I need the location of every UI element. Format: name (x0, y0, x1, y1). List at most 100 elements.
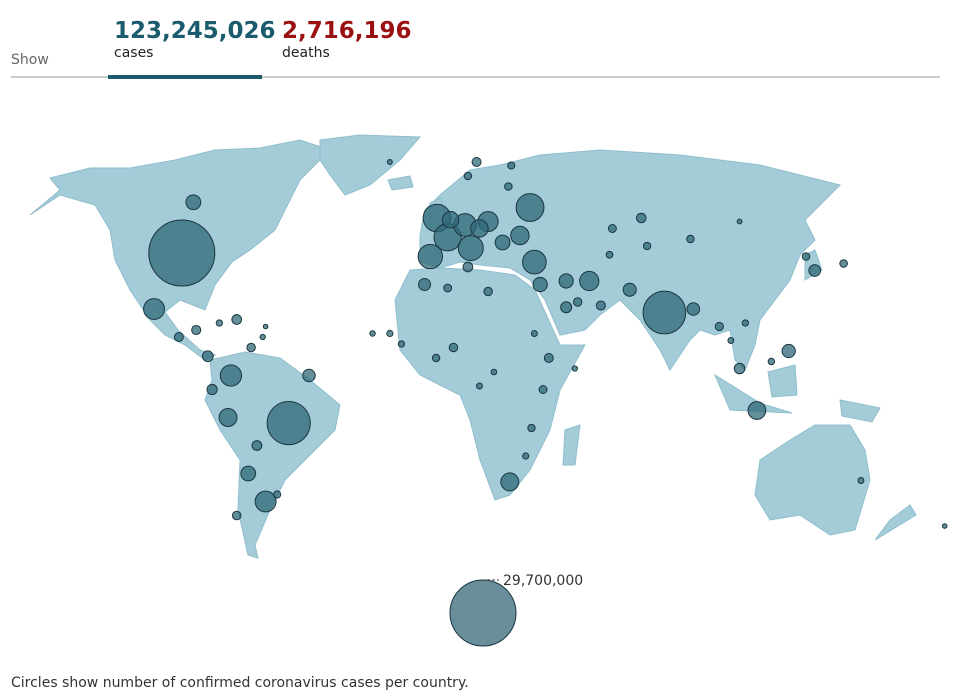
borneo (767, 364, 798, 398)
world-map: 29,700,000 (29, 134, 948, 647)
case-bubble (266, 400, 311, 446)
deaths-label: deaths (282, 45, 330, 61)
new-zealand (874, 504, 917, 541)
case-bubble (397, 340, 406, 348)
case-bubble (579, 270, 600, 292)
case-bubble (418, 278, 432, 291)
case-bubble (560, 301, 573, 314)
case-bubble (839, 259, 848, 268)
iceland (387, 175, 414, 191)
case-bubble (642, 290, 687, 335)
case-bubble (441, 211, 460, 229)
case-bubble (532, 276, 548, 293)
cases-label: cases (114, 45, 154, 61)
case-bubble (219, 364, 243, 387)
case-bubble (302, 368, 316, 383)
case-bubble (254, 490, 277, 513)
case-bubble (736, 218, 743, 225)
case-bubble (215, 319, 223, 327)
case-bubble (607, 224, 617, 233)
case-bubble (471, 157, 482, 167)
case-bubble (530, 330, 538, 337)
case-bubble (240, 465, 257, 482)
new-guinea (839, 399, 881, 423)
case-bubble (490, 368, 498, 376)
case-bubble (191, 324, 202, 336)
case-bubble (857, 477, 865, 484)
case-bubble (369, 330, 376, 337)
case-bubble (801, 252, 811, 261)
case-bubble (231, 510, 242, 521)
case-bubble (714, 321, 724, 332)
case-bubble (686, 302, 701, 316)
case-bubble (185, 194, 202, 211)
case-bubble (941, 523, 948, 529)
footnote: Circles show number of confirmed coronav… (11, 675, 469, 691)
case-bubble (262, 323, 269, 330)
case-bubble (443, 283, 453, 293)
legend: 29,700,000 (449, 573, 583, 647)
australia (754, 424, 871, 536)
case-bubble (733, 362, 746, 375)
legend-label: 29,700,000 (503, 573, 583, 589)
case-bubble (767, 357, 776, 366)
case-bubble (642, 241, 652, 251)
deaths-total: 2,716,196 (282, 18, 412, 44)
cases-tab[interactable]: 123,245,026 cases (114, 18, 276, 61)
case-bubble (781, 343, 796, 359)
case-bubble (558, 273, 574, 289)
case-bubble (507, 161, 516, 170)
legend-bubble (449, 579, 517, 647)
case-bubble (595, 300, 606, 311)
case-bubble (457, 235, 484, 262)
case-bubble (605, 250, 614, 259)
case-bubble (571, 365, 578, 372)
case-bubble (246, 342, 256, 353)
case-bubble (510, 225, 530, 246)
case-bubble (476, 382, 483, 390)
madagascar (562, 424, 581, 466)
cases-total: 123,245,026 (114, 18, 276, 44)
case-bubble (527, 423, 536, 433)
case-bubble (500, 472, 520, 492)
case-bubble (483, 286, 493, 297)
case-bubble (143, 298, 165, 320)
case-bubble (622, 282, 637, 297)
case-bubble (386, 159, 393, 165)
selected-indicator (108, 75, 262, 79)
case-bubble (463, 171, 473, 181)
africa (394, 267, 586, 501)
case-bubble (218, 408, 238, 427)
case-bubble (251, 440, 263, 451)
case-bubble (206, 383, 218, 396)
case-bubble (515, 193, 545, 222)
tabs-label: Show (11, 52, 49, 68)
case-bubble (522, 452, 530, 460)
case-bubble (231, 314, 243, 325)
case-bubble (386, 329, 394, 338)
case-bubble (173, 332, 184, 342)
sumatra-java (713, 373, 793, 414)
deaths-tab[interactable]: 2,716,196 deaths (282, 18, 412, 61)
greenland (319, 134, 422, 196)
case-bubble (259, 333, 266, 341)
case-bubble (747, 401, 767, 420)
case-bubble (522, 249, 547, 275)
case-bubble (741, 319, 749, 327)
case-bubble (686, 234, 695, 244)
case-bubble (431, 353, 441, 363)
case-bubble (808, 264, 822, 277)
case-bubble (148, 219, 216, 287)
case-bubble (273, 490, 282, 499)
case-bubble (573, 297, 583, 307)
case-bubble (470, 219, 489, 238)
case-bubble (504, 182, 513, 191)
case-bubble (462, 261, 474, 273)
case-bubble (448, 342, 459, 353)
case-bubble (494, 234, 511, 251)
land (29, 134, 917, 559)
bubbles (143, 157, 948, 529)
case-bubble (543, 353, 554, 363)
case-bubble (636, 212, 647, 224)
